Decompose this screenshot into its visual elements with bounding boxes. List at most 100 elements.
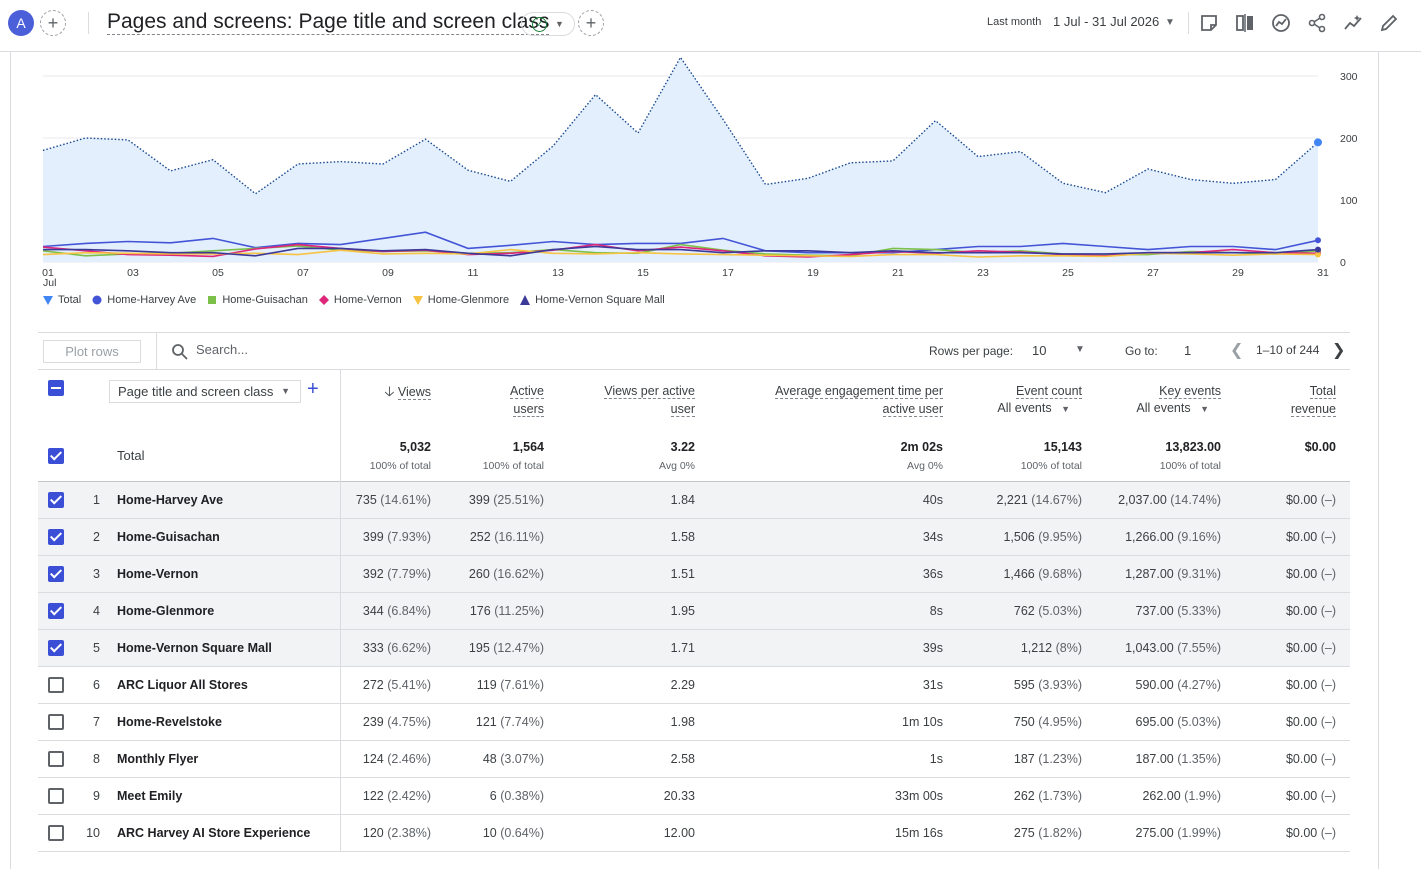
row-page-title[interactable]: Home-Guisachan <box>117 530 220 544</box>
table-row[interactable]: 5 Home-Vernon Square Mall 333 (6.62%) 195 (… <box>38 630 1350 667</box>
table-row[interactable]: 9 Meet Emily 122 (2.42%) 6 (0.38%) 20.33 33m … <box>38 778 1350 815</box>
row-page-title[interactable]: Meet Emily <box>117 789 183 803</box>
row-aet-value: 40s <box>922 493 943 507</box>
table-row[interactable]: 3 Home-Vernon 392 (7.79%) 260 (16.62%) 1.51 3… <box>38 556 1350 593</box>
row-checkbox[interactable] <box>48 566 64 582</box>
row-views-value: 392 <box>362 567 384 581</box>
x-tick-label: 27 <box>1147 267 1159 279</box>
row-page-title[interactable]: Home-Vernon <box>117 567 199 581</box>
table-row[interactable]: 1 Home-Harvey Ave 735 (14.61%) 399 (25.51%)… <box>38 482 1350 519</box>
check-circle-icon: ✓ <box>532 16 548 32</box>
row-checkbox[interactable] <box>48 751 64 767</box>
trend-sparkle-icon[interactable] <box>1342 12 1364 34</box>
col-aet-label-2: active user <box>882 402 943 417</box>
rows-per-page-select[interactable]: 10 <box>1032 343 1047 358</box>
row-checkbox[interactable] <box>48 677 64 693</box>
prev-page-icon[interactable]: ❮ <box>1230 342 1244 359</box>
table-toolbar: Plot rows Rows per page: 10 ▼ Go to: 1 ❮… <box>38 332 1350 370</box>
report-status-menu[interactable]: ✓ ▼ <box>521 12 575 36</box>
legend-item[interactable]: Home-Glenmore <box>412 294 509 306</box>
row-page-title[interactable]: ARC Harvey AI Store Experience <box>117 826 311 840</box>
row-checkbox[interactable] <box>48 603 64 619</box>
next-page-icon[interactable]: ❯ <box>1332 342 1346 359</box>
row-checkbox[interactable] <box>48 529 64 545</box>
search-input[interactable] <box>196 342 396 357</box>
note-icon[interactable] <box>1198 12 1220 34</box>
col-views[interactable]: 🡣 Views <box>384 382 431 401</box>
x-tick-label: 21 <box>892 267 904 279</box>
row-aet-cell: 36s <box>923 567 943 581</box>
row-vpau-cell: 1.84 <box>671 493 695 507</box>
total-vpau: 3.22 <box>670 440 695 454</box>
legend-item[interactable]: Home-Harvey Ave <box>91 294 196 306</box>
row-page-title[interactable]: Home-Revelstoke <box>117 715 222 729</box>
table-row[interactable]: 7 Home-Revelstoke 239 (4.75%) 121 (7.74%) 1.… <box>38 704 1350 741</box>
row-views-value: 239 <box>362 715 384 729</box>
select-all-checkbox[interactable] <box>48 380 64 396</box>
row-revenue-value: $0.00 <box>1285 604 1318 618</box>
event-filter-select[interactable]: All events ▼ <box>997 401 1070 415</box>
plot-rows-button[interactable]: Plot rows <box>43 340 141 363</box>
goto-page-input[interactable]: 1 <box>1184 343 1192 358</box>
row-views-cell: 122 (2.42%) <box>363 789 431 803</box>
row-page-title[interactable]: ARC Liquor All Stores <box>117 678 248 692</box>
row-revenue-percent: (–) <box>1320 604 1336 618</box>
add-filter-button[interactable]: + <box>578 10 604 36</box>
row-checkbox[interactable] <box>48 714 64 730</box>
row-events-percent: (1.82%) <box>1038 826 1082 840</box>
legend-item[interactable]: Home-Vernon <box>318 294 402 306</box>
row-aet-cell: 33m 00s <box>895 789 943 803</box>
row-checkbox[interactable] <box>48 640 64 656</box>
col-vpau-label-2: user <box>670 402 695 417</box>
page-title[interactable]: Pages and screens: Page title and screen… <box>107 10 550 35</box>
row-checkbox[interactable] <box>48 788 64 804</box>
col-engagement-time[interactable]: Average engagement time per active user <box>775 382 943 418</box>
table-row[interactable]: 4 Home-Glenmore 344 (6.84%) 176 (11.25%) 1.9… <box>38 593 1350 630</box>
series-end-marker <box>1315 251 1321 258</box>
date-range-picker[interactable]: 1 Jul - 31 Jul 2026 <box>1053 14 1160 29</box>
add-dimension-icon[interactable]: + <box>307 378 319 400</box>
row-users-percent: (3.07%) <box>500 752 544 766</box>
row-views-percent: (14.61%) <box>380 493 431 507</box>
dimension-select-label: Page title and screen class <box>118 384 274 399</box>
add-comparison-button[interactable]: + <box>40 10 66 36</box>
table-row[interactable]: 6 ARC Liquor All Stores 272 (5.41%) 119 (7.… <box>38 667 1350 704</box>
account-avatar[interactable]: A <box>8 10 34 36</box>
row-rank: 7 <box>93 715 100 729</box>
date-chevron-icon[interactable]: ▼ <box>1165 17 1175 28</box>
row-page-title[interactable]: Home-Vernon Square Mall <box>117 641 272 655</box>
row-views-value: 124 <box>362 752 384 766</box>
col-active-users[interactable]: Active users <box>509 382 544 418</box>
dimension-select[interactable]: Page title and screen class ▼ <box>109 380 301 403</box>
col-event-count[interactable]: Event count <box>1015 382 1082 400</box>
row-events-percent: (1.23%) <box>1038 752 1082 766</box>
compare-icon[interactable] <box>1234 12 1256 34</box>
key-filter-select[interactable]: All events ▼ <box>1136 401 1209 415</box>
row-checkbox[interactable] <box>48 492 64 508</box>
row-views-percent: (6.84%) <box>387 604 431 618</box>
row-page-title[interactable]: Home-Harvey Ave <box>117 493 224 507</box>
insights-icon[interactable] <box>1270 12 1292 34</box>
toolbar-divider <box>156 333 157 370</box>
row-page-title[interactable]: Monthly Flyer <box>117 752 199 766</box>
legend-item[interactable]: Home-Vernon Square Mall <box>519 294 665 306</box>
legend-item[interactable]: Home-Guisachan <box>206 294 308 306</box>
col-total-revenue[interactable]: Total revenue <box>1290 382 1336 418</box>
row-page-title[interactable]: Home-Glenmore <box>117 604 215 618</box>
col-key-events[interactable]: Key events <box>1159 382 1221 400</box>
row-events-cell: 1,466 (9.68%) <box>1003 567 1082 581</box>
legend-item[interactable]: Total <box>42 294 81 306</box>
edit-pencil-icon[interactable] <box>1378 12 1400 34</box>
row-revenue-value: $0.00 <box>1285 826 1318 840</box>
col-views-per-user[interactable]: Views per active user <box>604 382 695 418</box>
rows-per-page-chevron-icon[interactable]: ▼ <box>1075 344 1085 355</box>
table-row[interactable]: 8 Monthly Flyer 124 (2.46%) 48 (3.07%) 2.58 1… <box>38 741 1350 778</box>
share-icon[interactable] <box>1306 12 1328 34</box>
table-row[interactable]: 10 ARC Harvey AI Store Experience 120 (2.3… <box>38 815 1350 852</box>
row-revenue-value: $0.00 <box>1285 678 1318 692</box>
total-checkbox[interactable] <box>48 448 64 464</box>
total-aet: 2m 02s <box>900 440 943 454</box>
row-checkbox[interactable] <box>48 825 64 841</box>
table-row[interactable]: 2 Home-Guisachan 399 (7.93%) 252 (16.11%) 1.… <box>38 519 1350 556</box>
row-vpau-value: 20.33 <box>663 789 695 803</box>
